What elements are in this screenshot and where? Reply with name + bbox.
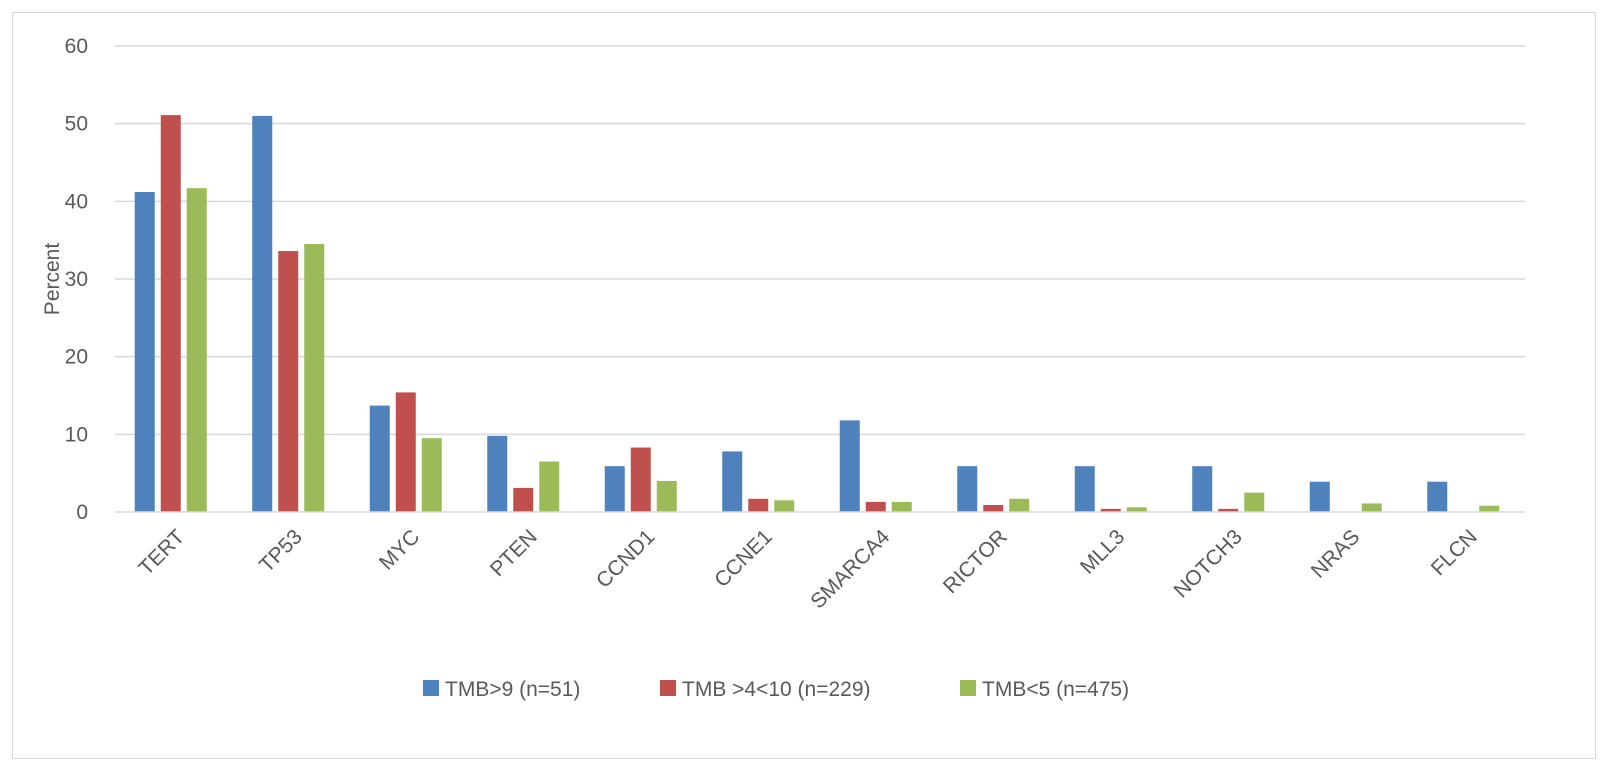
x-tick-label: TP53 [255, 525, 307, 577]
bar [513, 487, 534, 512]
y-axis-ticks: 0 10 20 30 40 50 60 [65, 35, 88, 524]
legend-swatch [423, 680, 439, 696]
bar [748, 498, 769, 512]
bar [983, 505, 1004, 512]
legend-label: TMB<5 (n=475) [982, 678, 1129, 701]
bar [186, 188, 207, 512]
bar [891, 501, 912, 512]
legend-swatch [660, 680, 676, 696]
x-tick-label: FLCN [1427, 525, 1482, 580]
bar [1244, 492, 1265, 512]
bar [1192, 466, 1213, 512]
x-tick-label: RICTOR [939, 525, 1012, 598]
gridlines [115, 45, 1525, 436]
y-tick-label: 20 [65, 346, 88, 369]
bar [865, 501, 886, 512]
bar [1126, 507, 1147, 512]
bar [1309, 481, 1330, 512]
bar [656, 480, 677, 512]
bar [1479, 505, 1500, 512]
x-tick-label: CCNE1 [710, 525, 777, 592]
bar [722, 451, 743, 512]
y-tick-label: 0 [76, 501, 88, 524]
bar [957, 466, 978, 512]
legend-label: TMB >4<10 (n=229) [682, 678, 871, 701]
y-tick-label: 60 [65, 35, 88, 58]
bar [304, 244, 325, 513]
legend-swatch [960, 680, 976, 696]
bar [604, 466, 625, 512]
legend: TMB>9 (n=51) TMB >4<10 (n=229) TMB<5 (n=47… [423, 678, 1129, 701]
bar [839, 420, 860, 512]
bar [1074, 466, 1095, 512]
x-axis-ticks: TERT TP53 MYC PTEN CCND1 CCNE1 SMARCA4 RICTOR ML… [135, 525, 1482, 613]
bar [278, 251, 299, 513]
y-tick-label: 30 [65, 268, 88, 291]
y-axis-title: Percent [41, 243, 64, 316]
bar [134, 192, 155, 512]
bar [421, 438, 442, 512]
bar [539, 461, 560, 512]
bar [1009, 498, 1030, 512]
y-tick-label: 10 [65, 423, 88, 446]
legend-label: TMB>9 (n=51) [445, 678, 580, 701]
bar [774, 500, 795, 512]
x-tick-label: NRAS [1307, 525, 1365, 583]
bar [252, 115, 273, 513]
bar [1100, 508, 1121, 512]
x-tick-label: PTEN [486, 525, 542, 581]
bar [1361, 503, 1382, 512]
bars [134, 115, 1500, 513]
bar [1218, 508, 1239, 512]
bar [160, 115, 181, 512]
bar [395, 392, 416, 512]
x-tick-label: CCND1 [592, 525, 659, 592]
y-tick-label: 50 [65, 113, 88, 136]
bar [487, 435, 508, 512]
chart-frame [12, 12, 1596, 759]
x-tick-label: TERT [135, 525, 190, 580]
bar [1427, 481, 1448, 512]
x-tick-label: NOTCH3 [1169, 525, 1246, 602]
x-tick-label: MYC [375, 525, 424, 574]
x-tick-label: SMARCA4 [806, 525, 894, 613]
y-tick-label: 40 [65, 190, 88, 213]
bar [369, 405, 390, 512]
bar [630, 447, 651, 512]
x-tick-label: MLL3 [1076, 525, 1129, 578]
